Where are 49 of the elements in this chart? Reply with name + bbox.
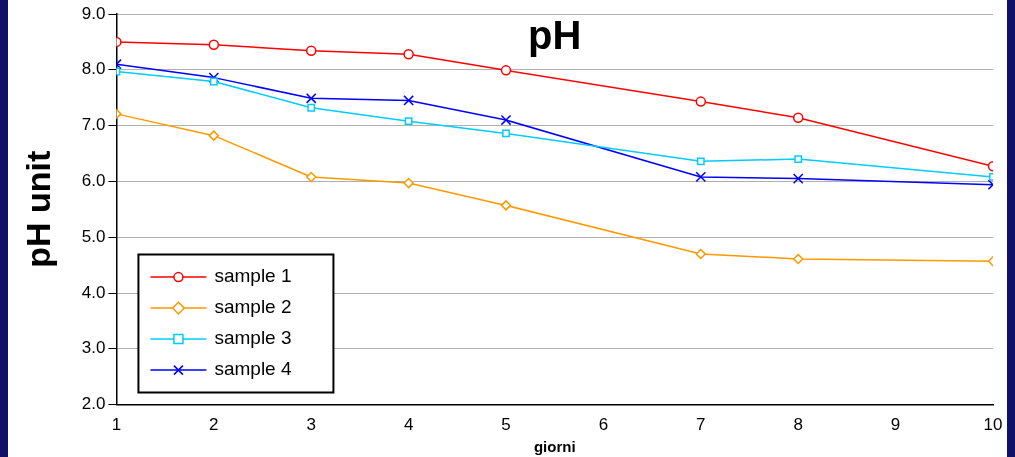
chart-title: pH <box>528 13 582 58</box>
point <box>794 155 803 164</box>
y-tick-label: 7.0 <box>81 115 106 135</box>
point <box>305 171 317 183</box>
point <box>502 129 510 138</box>
y-tick-label: 2.0 <box>81 394 106 414</box>
point <box>792 112 804 124</box>
y-tick-label: 6.0 <box>81 171 106 191</box>
point <box>500 114 512 126</box>
point <box>209 77 218 86</box>
point <box>792 173 804 184</box>
x-tick-label: 5 <box>501 415 511 435</box>
legend-label: sample 2 <box>214 296 292 318</box>
point <box>500 200 512 211</box>
x-axis-title: giorni <box>533 438 576 456</box>
point <box>792 253 804 265</box>
point <box>208 72 220 83</box>
point <box>403 48 414 60</box>
point <box>695 171 707 183</box>
x-tick-label: 3 <box>306 415 316 435</box>
y-axis-title: pH unit <box>18 150 57 268</box>
y-tick-label: 9.0 <box>81 3 106 23</box>
x-tick-label: 10 <box>983 415 1003 435</box>
x-tick-label: 7 <box>696 415 706 435</box>
legend-label: sample 3 <box>214 327 292 349</box>
x-tick-label: 9 <box>890 415 901 435</box>
y-tick-label: 8.0 <box>81 59 106 79</box>
x-tick-label: 1 <box>111 415 122 435</box>
point <box>305 92 317 104</box>
point <box>695 248 707 260</box>
x-tick-label: 8 <box>793 415 803 435</box>
point <box>696 157 705 166</box>
y-tick-label: 3.0 <box>81 338 106 358</box>
y-tick-label: 5.0 <box>81 226 106 246</box>
point <box>305 45 317 57</box>
point <box>500 65 512 76</box>
y-tick-label: 4.0 <box>81 282 106 302</box>
point <box>403 177 414 189</box>
x-tick-label: 6 <box>598 415 609 435</box>
legend-label: sample 1 <box>214 265 292 287</box>
point <box>403 95 414 106</box>
x-tick-label: 4 <box>403 415 414 435</box>
point <box>208 130 220 141</box>
point <box>695 96 707 107</box>
point <box>307 103 316 112</box>
point <box>404 117 413 126</box>
point <box>208 39 220 50</box>
x-tick-label: 2 <box>209 415 219 435</box>
legend-label: sample 4 <box>214 358 292 380</box>
